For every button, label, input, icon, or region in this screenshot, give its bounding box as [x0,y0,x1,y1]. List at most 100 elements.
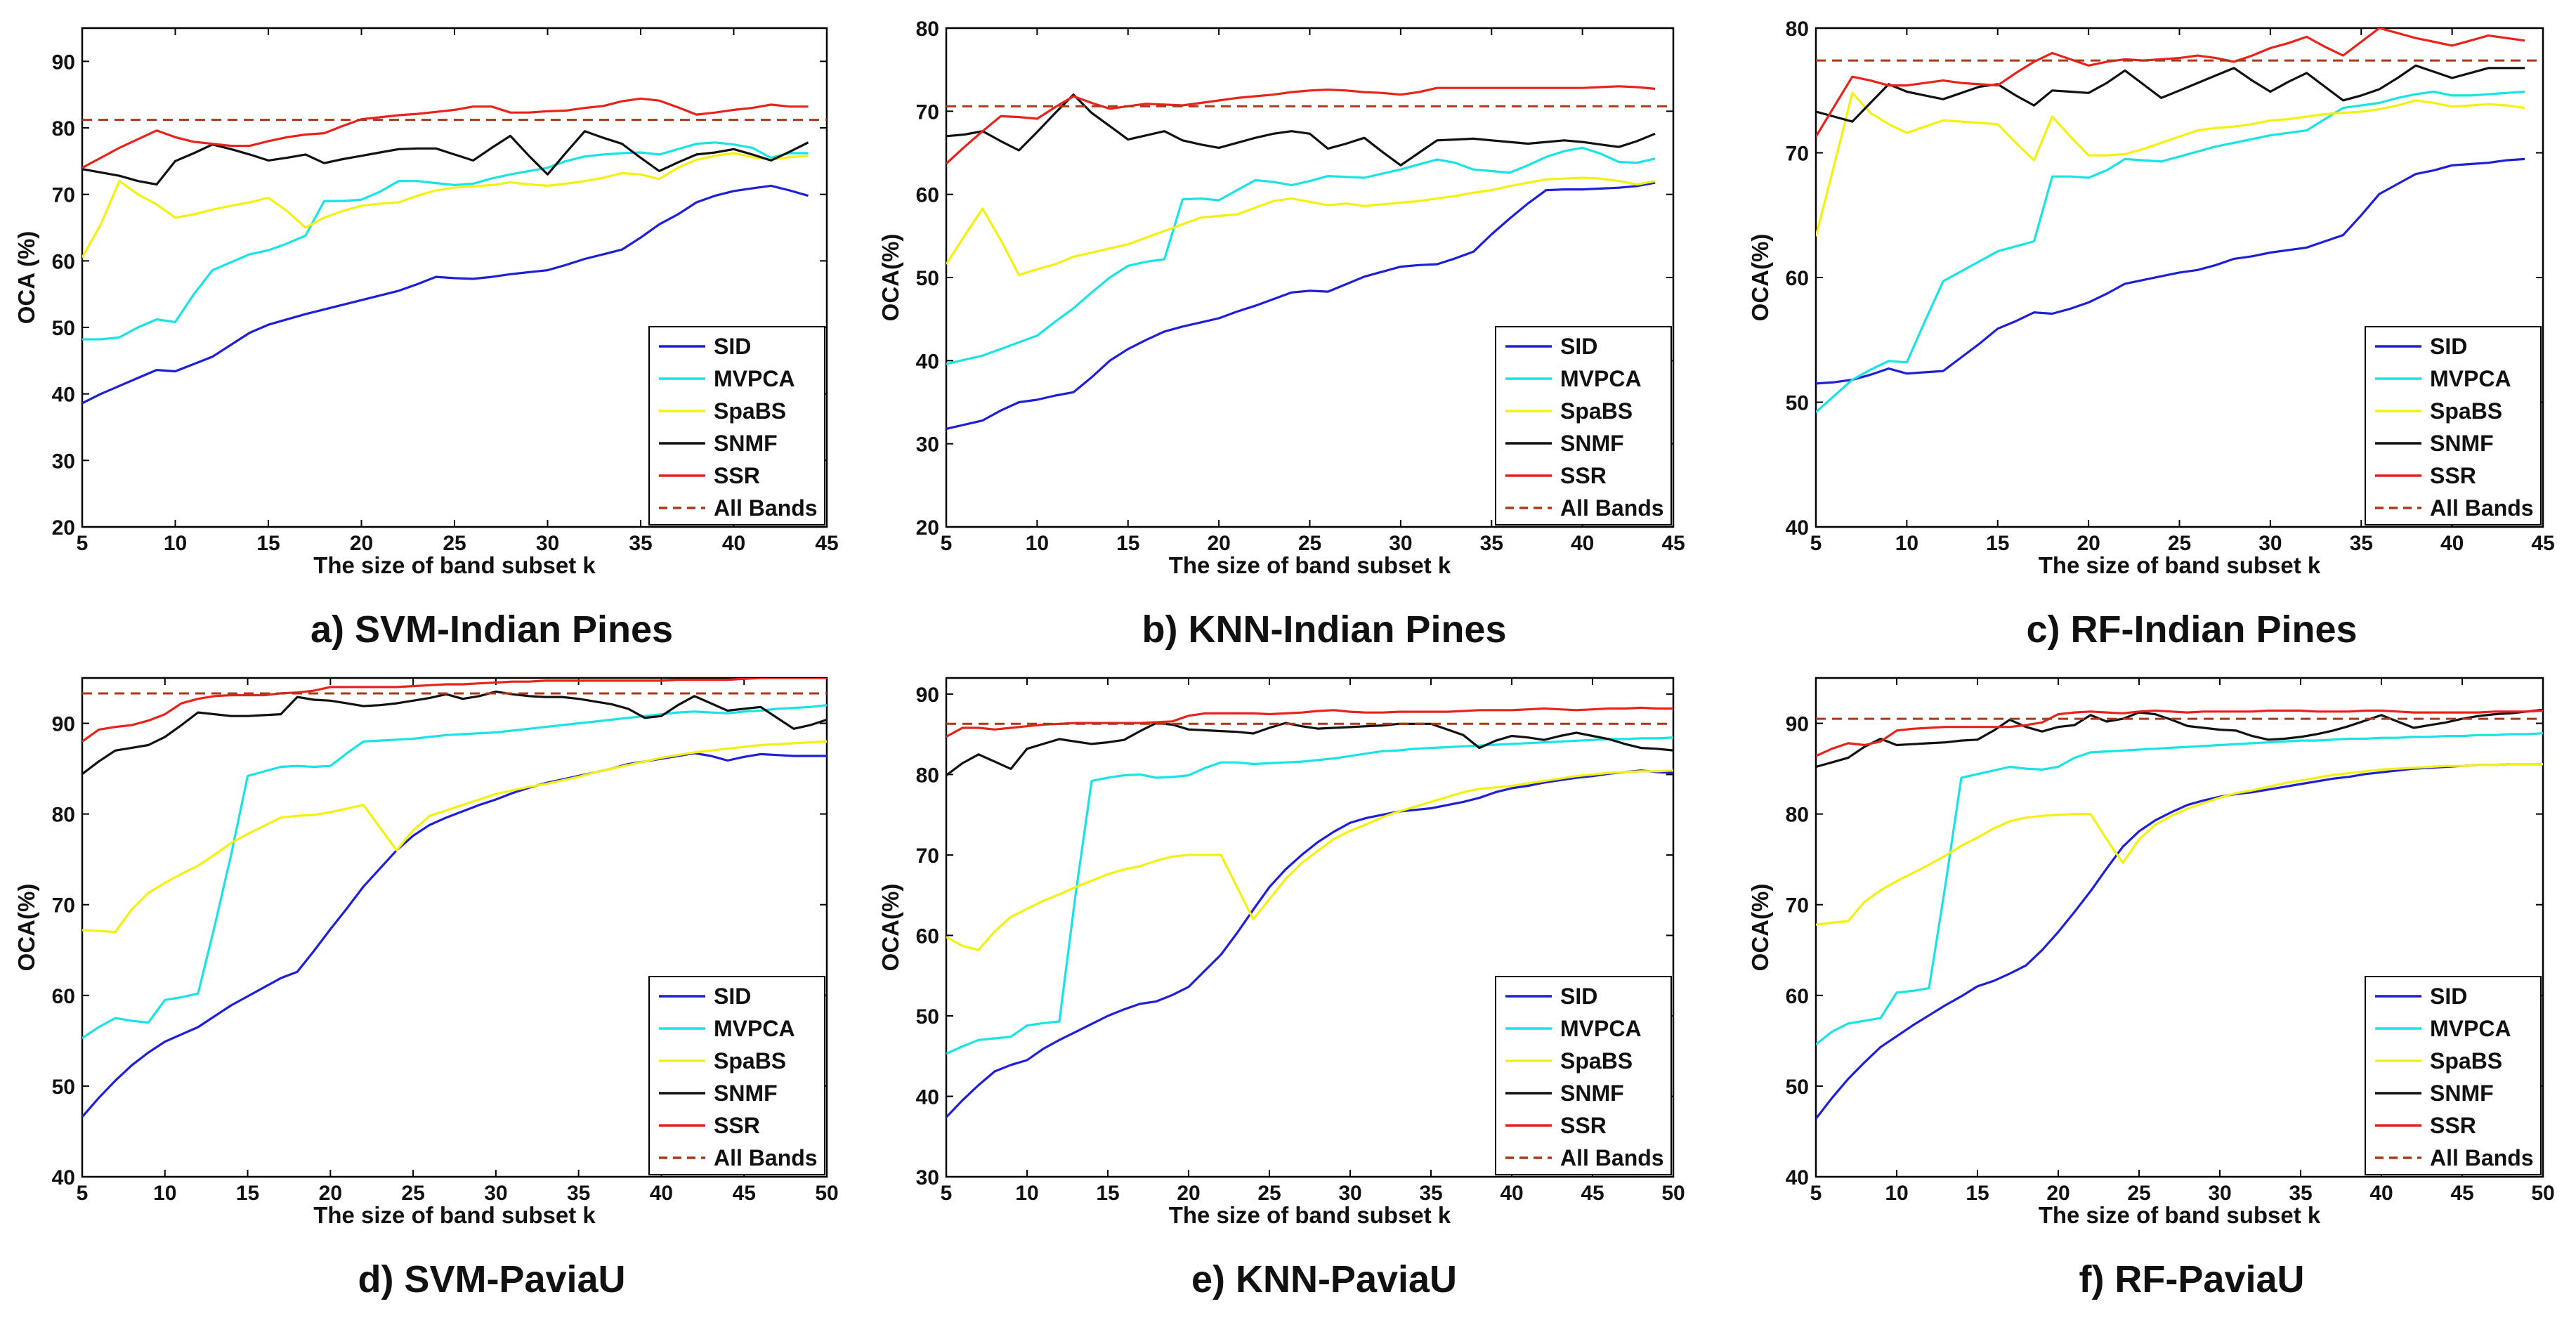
legend-label-spabs: SpaBS [714,1048,786,1074]
x-tick-label: 5 [77,1182,89,1205]
legend: SID MVPCA SpaBS SNMF SSR All Bands [648,976,825,1175]
x-tick-label: 20 [1177,1182,1200,1205]
series-line-snmf [82,690,827,776]
legend-label-snmf: SNMF [2430,431,2494,456]
legend-box [1495,976,1672,1175]
x-tick-label: 35 [1480,532,1503,555]
series-line-mvpca [946,736,1673,1055]
legend-label-sid: SID [1560,984,1597,1009]
series-line-snmf [946,93,1656,167]
series-line-ssr [946,85,1656,165]
x-tick-label: 30 [1389,532,1412,555]
x-tick-label: 5 [77,532,89,555]
x-tick-label: 30 [536,532,559,555]
x-tick-label: 35 [567,1182,590,1205]
y-tick-label: 60 [916,925,939,948]
y-axis-label: OCA(%) [13,884,39,972]
legend-label-sid: SID [714,334,751,359]
legend-box [648,976,825,1175]
legend-box [2365,326,2542,526]
x-tick-label: 35 [629,532,652,555]
y-tick-label: 50 [916,267,939,290]
y-tick-label: 90 [1786,713,1809,736]
series-group [1816,28,2543,413]
legend-label-sid: SID [2430,984,2467,1009]
y-tick-label: 90 [52,713,75,736]
legend-label-mvpca: MVPCA [714,1016,795,1041]
series-group [1816,708,2543,1120]
x-axis-label: The size of band subset k [2039,552,2321,578]
legend-label-all-bands: All Bands [714,495,818,521]
chart-5: 5 10 15 20 25 30 35 40 45 50 30 40 50 60 70 80 90 The siz… [877,677,1685,1228]
series-line-mvpca [946,146,1656,365]
legend-label-ssr: SSR [714,1113,760,1138]
x-tick-label: 10 [164,532,187,555]
y-tick-label: 40 [52,384,75,407]
x-tick-label: 35 [1419,1182,1442,1205]
x-axis-label: The size of band subset k [1169,1202,1451,1228]
y-tick-label: 80 [52,117,75,141]
caption-a: a) SVM-Indian Pines [310,608,674,651]
series-group [82,97,827,405]
y-tick-label: 40 [1786,516,1809,540]
legend-label-snmf: SNMF [1560,1081,1624,1106]
x-tick-label: 25 [401,1182,424,1205]
y-tick-label: 90 [916,684,939,707]
y-tick-label: 70 [1786,143,1809,166]
x-tick-label: 35 [2350,532,2373,555]
y-tick-label: 70 [52,894,75,918]
legend-label-ssr: SSR [2430,463,2476,488]
series-group [946,706,1673,1118]
chart-4: 5 10 15 20 25 30 35 40 45 50 40 50 60 70 80 90 The size … [13,677,839,1228]
x-tick-label: 30 [1338,1182,1361,1205]
series-group [82,678,827,1118]
caption-d: d) SVM-PaviaU [358,1258,626,1300]
x-tick-label: 45 [2450,1182,2473,1205]
x-tick-label: 50 [2531,1182,2554,1205]
x-tick-label: 40 [2440,532,2464,555]
y-tick-label: 90 [52,51,75,74]
y-tick-label: 80 [52,804,75,827]
legend-label-all-bands: All Bands [2430,495,2534,521]
legend-label-mvpca: MVPCA [1560,366,1642,391]
series-line-ssr [82,678,827,743]
x-tick-label: 25 [443,532,466,555]
y-tick-label: 50 [1786,1076,1809,1099]
x-tick-label: 45 [733,1182,756,1205]
series-line-spabs [1816,762,2543,926]
legend-label-mvpca: MVPCA [2430,366,2511,391]
x-axis-label: The size of band subset k [1169,552,1451,578]
chart-2: 5 10 15 20 25 30 35 40 45 20 30 40 50 60 70 80 The size … [877,18,1685,578]
x-tick-label: 25 [2127,1182,2150,1205]
legend-label-ssr: SSR [1560,1113,1607,1138]
legend-label-mvpca: MVPCA [2430,1016,2511,1041]
legend-label-spabs: SpaBS [1560,398,1633,424]
x-tick-label: 25 [1257,1182,1281,1205]
chart-6: 5 10 15 20 25 30 35 40 45 50 40 50 60 70 80 90 The size … [1747,677,2555,1228]
x-tick-label: 45 [815,532,838,555]
chart-1: 5 10 15 20 25 30 35 40 45 20 30 40 50 60 70 80 90 The siz… [13,27,839,578]
series-line-snmf [1816,708,2543,769]
series-line-spabs [82,740,827,934]
x-tick-label: 30 [484,1182,507,1205]
y-tick-label: 70 [52,184,75,207]
y-tick-label: 20 [916,516,939,540]
x-tick-label: 25 [2168,532,2191,555]
legend-box [1495,326,1672,526]
series-line-sid [82,184,809,405]
y-axis-label: OCA(%) [1747,884,1773,972]
series-line-sid [946,181,1656,430]
series-line-ssr [82,97,809,169]
y-tick-label: 70 [916,844,939,868]
legend-label-snmf: SNMF [1560,431,1624,456]
x-tick-label: 50 [1661,1182,1685,1205]
y-tick-label: 60 [52,250,75,273]
x-tick-label: 45 [2531,532,2554,555]
y-axis-label: OCA (%) [13,231,39,325]
x-tick-label: 15 [1986,532,2009,555]
x-tick-label: 10 [1895,532,1918,555]
x-tick-label: 30 [2258,532,2282,555]
y-tick-label: 60 [1786,985,1809,1008]
y-tick-label: 30 [916,1166,939,1189]
